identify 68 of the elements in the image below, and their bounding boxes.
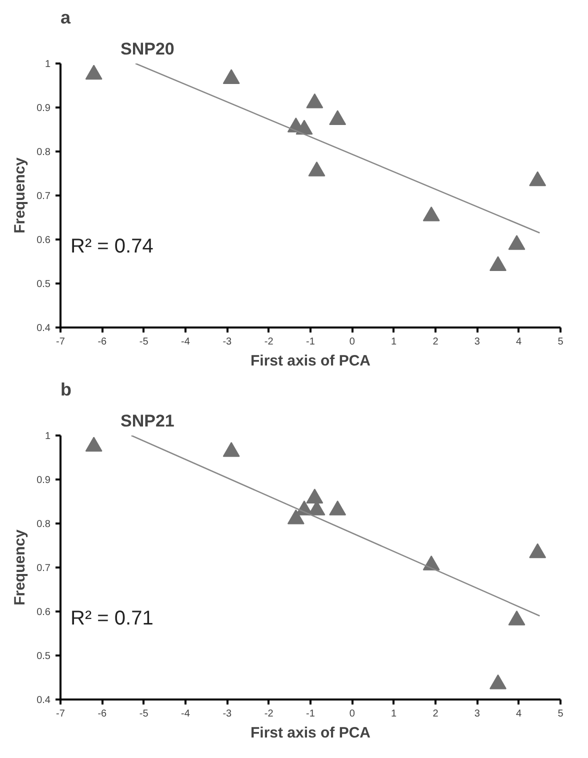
x-tick-label: 3 <box>474 708 480 720</box>
x-tick-label: -6 <box>98 336 108 348</box>
x-tick-label: 5 <box>558 708 564 720</box>
x-tick-label: -4 <box>181 336 190 348</box>
point <box>296 120 313 135</box>
point <box>306 93 324 108</box>
y-tick-label: 0.9 <box>36 103 51 114</box>
y-tick-label: 0.5 <box>36 279 51 290</box>
point <box>329 500 346 516</box>
y-tick-label: 1 <box>44 59 51 70</box>
x-tick-label: -5 <box>139 336 149 348</box>
x-axis-title: First axis of PCA <box>250 724 371 742</box>
x-tick-label: 1 <box>391 336 398 348</box>
x-tick-label: 1 <box>391 708 398 720</box>
x-tick-label: -2 <box>264 708 274 720</box>
x-tick-label: -5 <box>139 708 149 720</box>
y-tick-label: 0.7 <box>36 563 51 574</box>
x-tick-label: -1 <box>306 336 316 348</box>
point <box>85 64 102 80</box>
point <box>422 206 440 222</box>
y-tick-label: 0.5 <box>36 651 51 662</box>
point <box>306 488 324 504</box>
x-tick-label: 3 <box>474 336 480 348</box>
point <box>329 110 346 125</box>
y-tick-label: 0.7 <box>36 191 51 202</box>
point <box>490 256 506 272</box>
y-tick-label: 0.6 <box>36 235 51 246</box>
point <box>529 171 546 186</box>
point <box>287 509 304 524</box>
x-tick-label: 0 <box>349 336 356 348</box>
x-tick-label: -3 <box>222 336 232 348</box>
chart-title: SNP20 <box>120 40 174 58</box>
point <box>490 674 506 690</box>
point <box>308 162 326 176</box>
x-tick-label: 2 <box>432 336 439 348</box>
text: a <box>60 8 72 28</box>
y-tick-label: 1 <box>44 431 51 442</box>
point <box>529 543 546 558</box>
x-tick-label: 0 <box>349 708 356 720</box>
x-tick-label: 2 <box>432 708 439 720</box>
point <box>508 235 526 250</box>
y-tick-label: 0.4 <box>36 695 51 706</box>
annotation: R² = 0.71 <box>70 608 154 630</box>
point <box>508 610 526 626</box>
y-tick-label: 0.4 <box>36 323 51 334</box>
point <box>85 436 102 452</box>
x-tick-label: 4 <box>516 708 522 720</box>
y-tick-label: 0.8 <box>36 519 51 530</box>
x-tick-label: -4 <box>181 708 190 720</box>
x-tick-label: -7 <box>56 336 66 348</box>
point <box>222 69 240 84</box>
x-tick-label: -1 <box>306 708 316 720</box>
y-tick-label: 0.9 <box>36 475 51 486</box>
y-axis-title: Frequency <box>12 156 29 234</box>
chart-title: SNP21 <box>120 412 174 430</box>
point <box>222 442 240 457</box>
x-tick-label: -7 <box>56 708 66 720</box>
y-tick-label: 0.8 <box>36 147 51 158</box>
x-tick-label: 4 <box>516 336 522 348</box>
x-axis-title: First axis of PCA <box>250 352 371 370</box>
y-tick-label: 0.6 <box>36 607 51 618</box>
y-axis-title: Frequency <box>12 528 29 606</box>
x-tick-label: -3 <box>222 708 232 720</box>
x-tick-label: -6 <box>98 708 108 720</box>
annotation: R² = 0.74 <box>70 236 154 258</box>
text: b <box>60 380 72 400</box>
x-tick-label: -2 <box>264 336 274 348</box>
x-tick-label: 5 <box>558 336 564 348</box>
